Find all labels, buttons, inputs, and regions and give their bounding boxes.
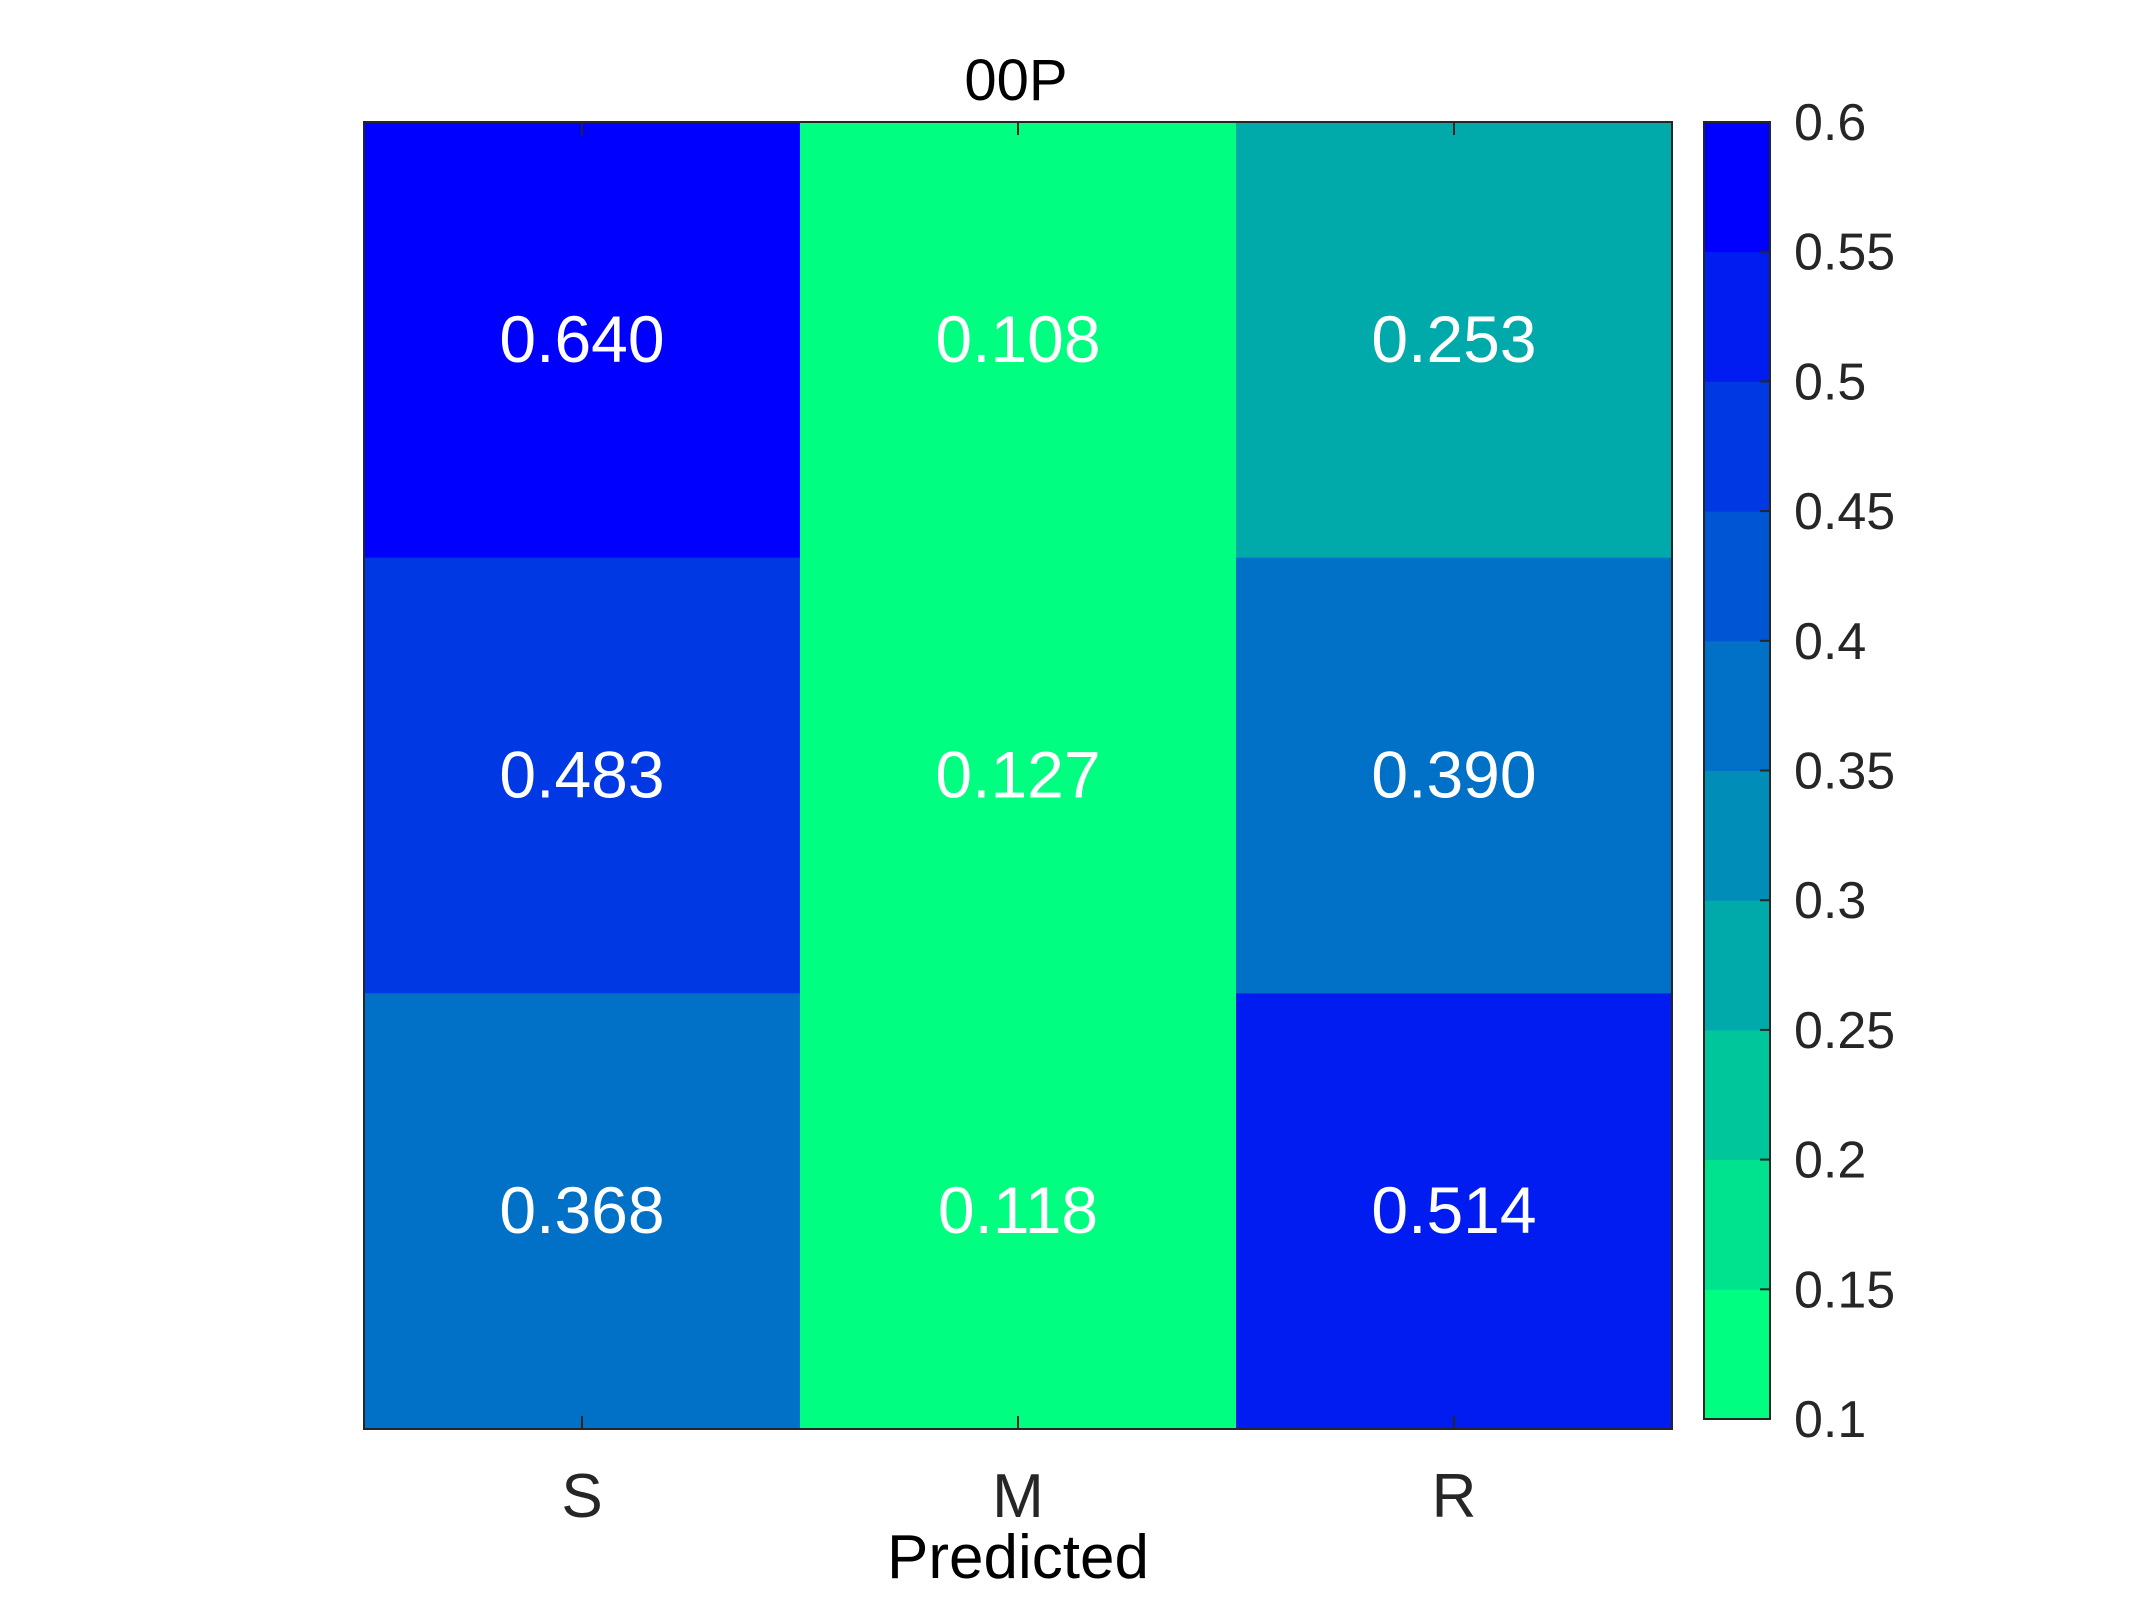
colorbar: 0.1 0.15 0.2 0.25 0.3 0.35 0.4 0.45 0.5 0.55 0.6	[1703, 94, 1895, 1449]
colorbar-segment-3	[1704, 1029, 1770, 1161]
x-tick-label-M: M	[992, 1462, 1044, 1531]
colorbar-segment-10	[1704, 122, 1770, 253]
colorbar-tick-label-6: 0.35	[1794, 743, 1895, 801]
colorbar-tick-label-8: 0.45	[1794, 483, 1895, 541]
colorbar-tick-label-2: 0.15	[1794, 1261, 1895, 1319]
cell-value-label-r2-c1: 0.483	[499, 738, 664, 812]
colorbar-segment-8	[1704, 381, 1770, 512]
colorbar-tick-label-7: 0.4	[1794, 613, 1866, 671]
heatmap-cell-r1-c1	[364, 122, 801, 559]
colorbar-segment-1	[1704, 1289, 1770, 1420]
heatmap-cell-r3-c3	[1236, 993, 1673, 1430]
colorbar-tick-label-3: 0.2	[1794, 1132, 1866, 1190]
heatmap-cell-r1-c3	[1236, 122, 1673, 559]
x-tick-label-R: R	[1432, 1462, 1477, 1531]
heatmap-cell-r2-c1	[364, 557, 801, 994]
colorbar-segment-9	[1704, 251, 1770, 382]
heatmap-cell-r3-c1	[364, 993, 801, 1430]
colorbar-segment-2	[1704, 1159, 1770, 1290]
colorbar-tick-label-11: 0.6	[1794, 94, 1866, 152]
colorbar-tick-label-10: 0.55	[1794, 224, 1895, 282]
cell-value-label-r1-c2: 0.108	[935, 302, 1100, 376]
x-tick-label-S: S	[561, 1462, 602, 1531]
chart-title: 00P	[964, 48, 1067, 113]
heatmap-cells: 0.640 0.108 0.253 0.483 0.127 0.390 0.368 0.118…	[364, 122, 1673, 1430]
cell-value-label-r1-c3: 0.253	[1371, 302, 1536, 376]
colorbar-segment-6	[1704, 640, 1770, 771]
heatmap-cell-r1-c2	[800, 122, 1237, 559]
colorbar-tick-label-9: 0.5	[1794, 353, 1866, 411]
colorbar-tick-label-1: 0.1	[1794, 1391, 1866, 1449]
cell-value-label-r3-c2: 0.118	[938, 1173, 1098, 1247]
colorbar-segment-5	[1704, 770, 1770, 901]
cell-value-label-r2-c3: 0.390	[1371, 738, 1536, 812]
heatmap-cell-r3-c2	[800, 993, 1237, 1430]
colorbar-tick-label-5: 0.3	[1794, 872, 1866, 930]
cell-value-label-r3-c1: 0.368	[499, 1173, 664, 1247]
cell-value-label-r1-c1: 0.640	[499, 302, 664, 376]
cell-value-label-r2-c2: 0.127	[935, 738, 1100, 812]
colorbar-tick-label-4: 0.25	[1794, 1002, 1895, 1060]
colorbar-segment-7	[1704, 511, 1770, 642]
heatmap-cell-r2-c2	[800, 557, 1237, 994]
heatmap-cell-r2-c3	[1236, 557, 1673, 994]
colorbar-segment-4	[1704, 900, 1770, 1031]
x-axis-label: Predicted	[887, 1523, 1149, 1592]
cell-value-label-r3-c3: 0.514	[1371, 1173, 1536, 1247]
